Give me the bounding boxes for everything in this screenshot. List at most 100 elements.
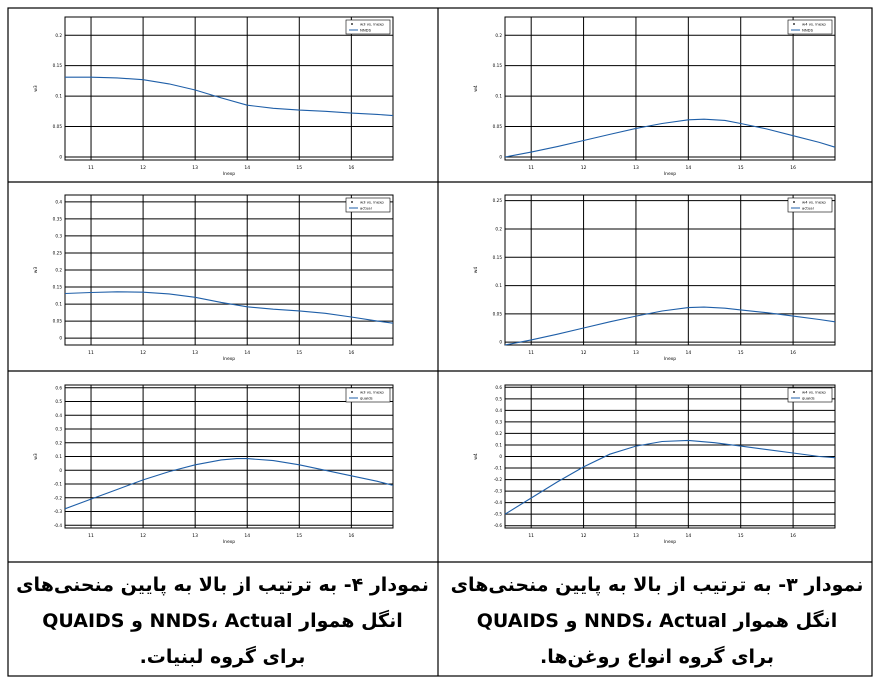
y-tick-label: 0.15	[493, 63, 503, 68]
y-tick-label: 0.4	[55, 413, 62, 418]
table-border	[7, 7, 873, 677]
x-tick-label: 11	[528, 350, 534, 356]
y-tick-label: 0.1	[495, 442, 502, 447]
legend-entry: quaids	[360, 396, 373, 401]
x-tick-label: 16	[790, 350, 796, 356]
legend-entry: quaids	[802, 396, 815, 401]
x-axis-label: lnexp	[664, 539, 676, 545]
y-axis-label: w3	[33, 267, 39, 274]
x-tick-label: 16	[790, 533, 796, 539]
x-axis-label: lnexp	[223, 539, 235, 545]
chart-4: 11 12 13 14 15 16 0 0.05 0.1 0.15 0.2 0.25 lnexp w4 w4…	[473, 194, 836, 362]
legend-entry: w3 vs. lnexp	[360, 200, 384, 205]
y-axis-label: w4	[473, 267, 479, 274]
plot-area	[504, 194, 836, 346]
caption-right-line-2: انگل هموار NNDS، Actual و QUAIDS	[476, 610, 838, 632]
legend-marker	[793, 391, 795, 393]
legend-entry: w4 vs. lnexp	[802, 200, 826, 205]
plot-area	[504, 16, 836, 161]
y-tick-label: 0.5	[55, 399, 62, 404]
legend-marker	[351, 201, 353, 203]
x-tick-label: 15	[738, 165, 744, 171]
y-tick-label: 0.1	[55, 94, 62, 99]
y-tick-label: 0	[499, 154, 502, 159]
x-tick-label: 13	[633, 350, 639, 356]
y-tick-label: 0	[499, 454, 502, 459]
y-tick-label: 0	[499, 340, 502, 345]
series-line	[65, 76, 394, 117]
legend-marker	[351, 391, 353, 393]
x-tick-label: 12	[140, 165, 146, 171]
x-tick-label: 14	[685, 165, 691, 171]
chart-5: 11 12 13 14 15 16 -0.4 -0.3 -0.2 -0.1 0 0.1 0.2 0.3 0.…	[33, 384, 394, 545]
y-tick-label: 0.1	[55, 454, 62, 459]
legend-entry: w3 vs. lnexp	[360, 390, 384, 395]
y-tick-label: 0.2	[495, 431, 502, 436]
x-tick-label: 11	[88, 533, 94, 539]
y-tick-label: 0.15	[53, 285, 63, 290]
y-tick-label: 0.25	[53, 250, 63, 255]
x-tick-label: 12	[140, 533, 146, 539]
x-axis-label: lnexp	[223, 171, 235, 177]
y-tick-label: 0.05	[53, 319, 63, 324]
x-tick-label: 16	[790, 165, 796, 171]
x-tick-label: 14	[244, 350, 250, 356]
y-tick-label: 0.3	[55, 427, 62, 432]
legend-entry: NNDS	[802, 28, 814, 33]
y-axis-label: w3	[33, 85, 39, 92]
caption-right: نمودار ۳- به ترتیب از بالا به پایین منحن…	[442, 567, 872, 675]
y-tick-label: 0.4	[495, 408, 502, 413]
y-tick-label: 0.6	[495, 385, 502, 390]
y-tick-label: 0.2	[495, 33, 502, 38]
chart-3: 11 12 13 14 15 16 0 0.05 0.1 0.15 0.2 0.25 0.3 0.35 0.…	[33, 194, 394, 362]
y-tick-label: 0.05	[53, 124, 63, 129]
x-tick-label: 11	[528, 533, 534, 539]
x-tick-label: 16	[348, 165, 354, 171]
x-tick-label: 13	[192, 533, 198, 539]
series-line	[64, 458, 394, 510]
legend-entry: actual	[360, 206, 372, 211]
series-line	[504, 306, 836, 346]
x-tick-label: 11	[88, 350, 94, 356]
x-tick-label: 15	[738, 533, 744, 539]
caption-right-line-3: برای گروه انواع روغن‌ها.	[539, 646, 775, 668]
chart-6: 11 12 13 14 15 16 -0.6 -0.5 -0.4 -0.3 -0.2 -0.1 0 0.1…	[473, 384, 836, 545]
y-tick-label: 0.15	[53, 63, 63, 68]
x-tick-label: 11	[528, 165, 534, 171]
x-tick-label: 13	[633, 165, 639, 171]
series-line	[504, 439, 836, 515]
legend-marker	[351, 23, 353, 25]
legend-marker	[793, 201, 795, 203]
y-tick-label: 0	[59, 154, 62, 159]
x-tick-label: 16	[348, 350, 354, 356]
y-tick-label: -0.2	[54, 495, 63, 500]
x-tick-label: 12	[140, 350, 146, 356]
series-line	[504, 118, 836, 158]
x-tick-label: 13	[633, 533, 639, 539]
x-tick-label: 15	[738, 350, 744, 356]
y-tick-label: -0.4	[494, 500, 503, 505]
x-tick-label: 15	[296, 350, 302, 356]
chart-1: 11 12 13 14 15 16 0 0.05 0.1 0.15 0.2 lnexp w3 w3 vs.…	[33, 16, 394, 177]
caption-left: نمودار ۴- به ترتیب از بالا به پایین منحن…	[10, 567, 435, 675]
y-tick-label: 0	[59, 336, 62, 341]
x-axis-label: lnexp	[664, 356, 676, 362]
legend-entry: actual	[802, 206, 814, 211]
caption-left-line-2: انگل هموار NNDS، Actual و QUAIDS	[42, 610, 403, 632]
legend-entry: w3 vs. lnexp	[360, 22, 384, 27]
x-tick-label: 15	[296, 165, 302, 171]
y-tick-label: 0.3	[55, 233, 62, 238]
x-tick-label: 15	[296, 533, 302, 539]
y-tick-label: 0.4	[55, 199, 62, 204]
y-tick-label: 0.15	[493, 255, 503, 260]
x-tick-label: 12	[581, 350, 587, 356]
legend-marker	[793, 23, 795, 25]
plot-area	[64, 16, 394, 161]
y-tick-label: 0.05	[493, 124, 503, 129]
legend-entry: w4 vs. lnexp	[802, 390, 826, 395]
x-tick-label: 12	[581, 165, 587, 171]
y-tick-label: 0.1	[495, 94, 502, 99]
y-tick-label: 0.2	[55, 268, 62, 273]
x-tick-label: 13	[192, 350, 198, 356]
